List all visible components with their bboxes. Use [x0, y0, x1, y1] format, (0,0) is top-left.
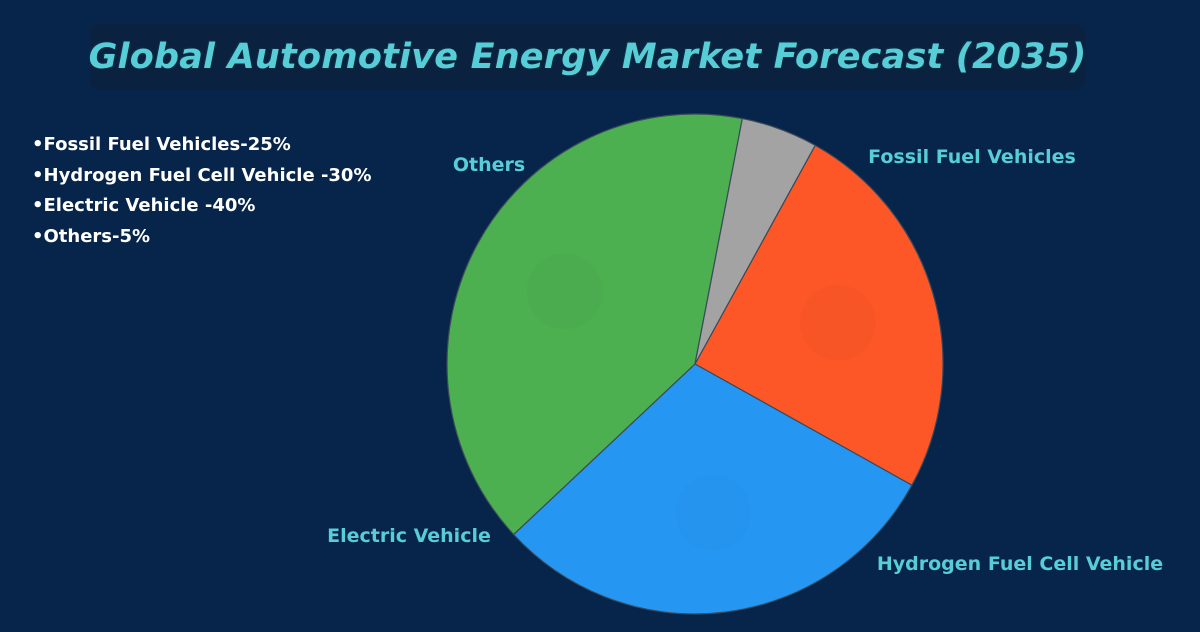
legend-item-hydrogen: •Hydrogen Fuel Cell Vehicle -30% [32, 164, 372, 186]
pie-slice-electric [446, 113, 744, 536]
legend-item-others: •Others-5% [32, 225, 151, 247]
pie-slice-others [694, 117, 817, 365]
pie-slice-highlight-electric [526, 253, 603, 330]
title-banner: Global Automotive Energy Market Forecast… [88, 24, 1087, 90]
slice-label-others: Others [453, 154, 525, 176]
chart-title: Global Automotive Energy Market Forecast… [88, 37, 1087, 77]
legend-item-electric: •Electric Vehicle -40% [32, 195, 256, 216]
legend-list: •Fossil Fuel Vehicles-25% •Hydrogen Fuel… [32, 130, 372, 252]
slice-label-hydrogen: Hydrogen Fuel Cell Vehicle [877, 553, 1163, 575]
slice-label-electric: Electric Vehicle [327, 525, 491, 547]
pie-slice-highlight-hydrogen [675, 474, 752, 551]
pie-slice-highlight-fossil [800, 284, 877, 361]
legend-item-fossil: •Fossil Fuel Vehicles-25% [32, 134, 291, 155]
slice-label-fossil: Fossil Fuel Vehicles [868, 146, 1076, 168]
